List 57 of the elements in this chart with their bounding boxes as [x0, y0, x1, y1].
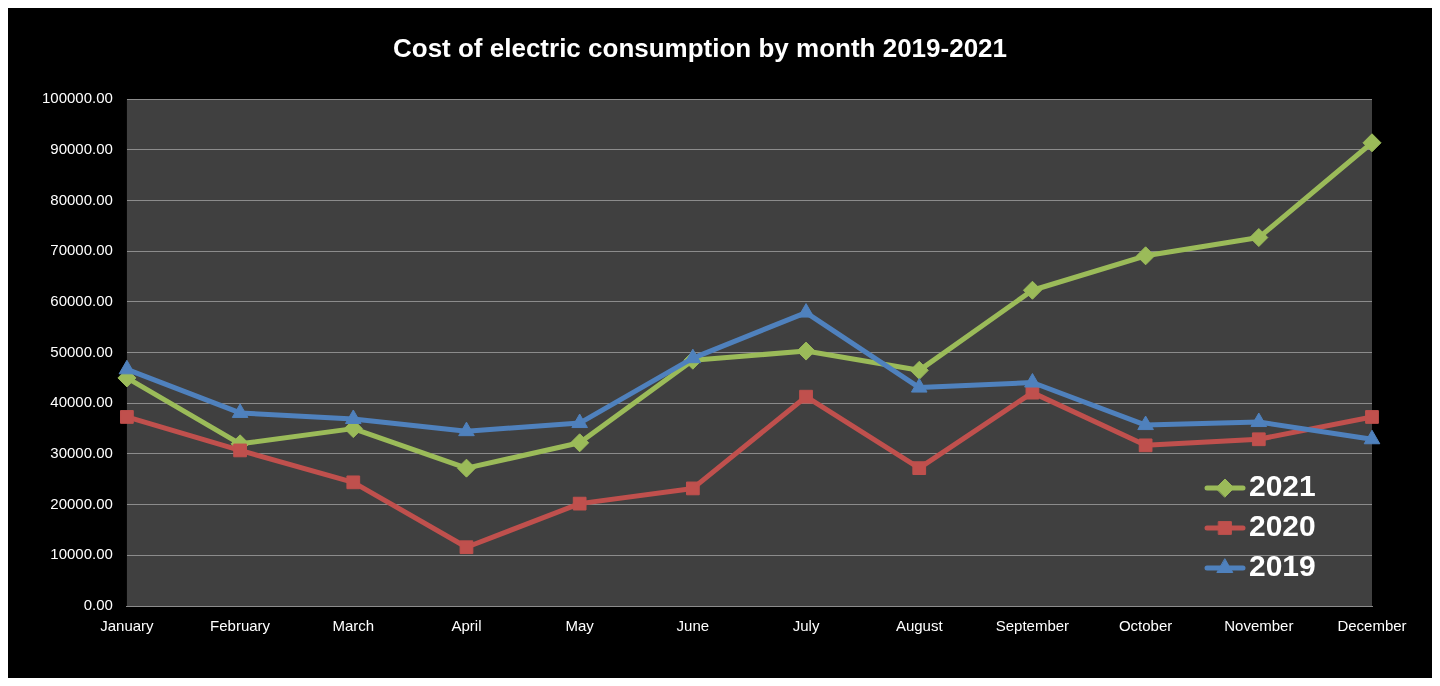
- point: [231, 403, 249, 418]
- point: [912, 461, 927, 476]
- x-tick-label: April: [451, 617, 482, 635]
- point: [799, 389, 813, 404]
- point: [1362, 133, 1382, 153]
- point: [346, 475, 361, 490]
- point: [458, 421, 475, 437]
- y-tick-label: 0.00: [83, 596, 113, 614]
- point: [1022, 280, 1042, 300]
- y-tick-label: 80000.00: [50, 190, 113, 208]
- point: [120, 410, 134, 424]
- point: [233, 443, 247, 458]
- point: [1363, 429, 1381, 445]
- legend-label: 2020: [1249, 509, 1316, 543]
- y-tick-label: 100000.00: [42, 89, 113, 107]
- point: [1251, 432, 1266, 447]
- y-tick-label: 30000.00: [50, 444, 113, 462]
- point: [1250, 412, 1268, 428]
- point: [456, 458, 476, 478]
- y-tick-label: 50000.00: [50, 342, 113, 360]
- point: [1249, 228, 1269, 248]
- x-tick-label: February: [210, 617, 271, 635]
- x-tick-label: January: [100, 617, 155, 635]
- y-tick-label: 40000.00: [50, 393, 113, 411]
- y-tick-label: 90000.00: [50, 140, 113, 158]
- point: [1365, 410, 1379, 424]
- y-tick-label: 70000.00: [50, 241, 113, 259]
- y-tick-label: 20000.00: [50, 494, 113, 512]
- point: [796, 341, 816, 361]
- chart-title: Cost of electric consumption by month 2019-2021: [392, 32, 1008, 63]
- point: [1136, 246, 1156, 266]
- y-tick-label: 60000.00: [50, 292, 113, 310]
- y-tick-label: 10000.00: [50, 545, 113, 563]
- point: [909, 360, 929, 380]
- legend-label: 2021: [1249, 469, 1316, 503]
- point: [571, 413, 588, 429]
- x-tick-label: May: [565, 617, 595, 635]
- x-tick-label: August: [895, 617, 944, 635]
- point: [685, 481, 700, 496]
- x-tick-label: June: [676, 617, 710, 635]
- x-tick-label: November: [1224, 617, 1294, 635]
- legend-label: 2019: [1249, 549, 1316, 583]
- x-tick-label: July: [792, 617, 820, 635]
- point: [118, 359, 136, 375]
- point: [570, 433, 590, 453]
- point: [1137, 415, 1154, 431]
- point: [1138, 438, 1153, 453]
- x-tick-label: October: [1118, 617, 1173, 635]
- point: [459, 540, 474, 555]
- x-tick-label: December: [1337, 617, 1407, 635]
- x-tick-label: March: [332, 617, 375, 635]
- point: [572, 496, 587, 511]
- point: [1025, 385, 1040, 400]
- point: [344, 409, 362, 424]
- x-tick-label: September: [995, 617, 1070, 635]
- point: [910, 378, 928, 393]
- point: [1024, 373, 1041, 388]
